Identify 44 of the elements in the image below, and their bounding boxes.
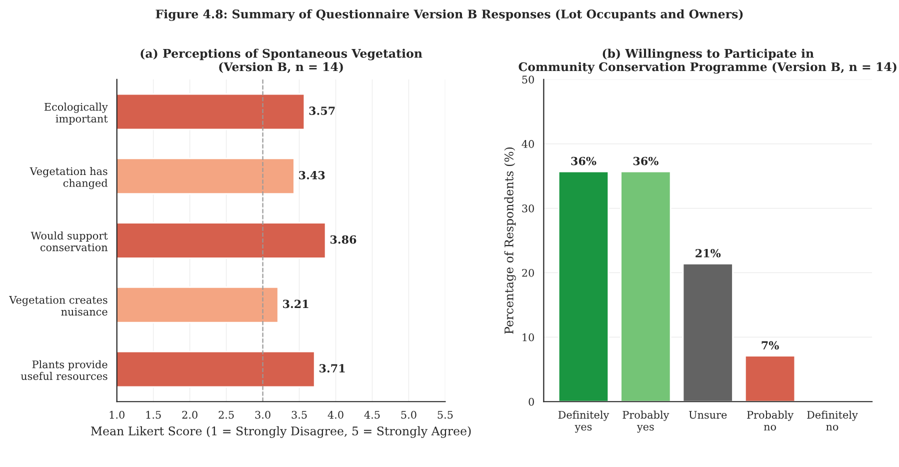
- y-tick-label: Ecologically important: [44, 102, 108, 125]
- data-label: 3.43: [299, 170, 325, 180]
- data-label: 3.57: [309, 106, 335, 115]
- x-tick-label: Definitely yes: [558, 410, 610, 433]
- bar: [682, 263, 734, 402]
- y-tick-label: 0: [528, 398, 534, 406]
- x-tick-label: 2.5: [218, 410, 234, 419]
- data-label: 7%: [762, 341, 779, 350]
- bar: [620, 170, 672, 402]
- chart-title: (b) Willingness to Participate in Community Conservation Programme (Version B, n = 14): [518, 48, 896, 74]
- y-tick-label: Plants provide useful resources: [20, 360, 108, 380]
- y-tick-label: 40: [522, 140, 534, 148]
- y-tick-label: 30: [522, 204, 534, 212]
- data-label: 36%: [633, 156, 658, 166]
- x-tick-label: 2.0: [182, 410, 198, 419]
- bar: [744, 355, 796, 402]
- x-tick-label: Probably no: [747, 410, 794, 431]
- data-label: 21%: [696, 248, 721, 258]
- x-axis-title: Mean Likert Score (1 = Strongly Disagree, 5 = Strongly Agree): [91, 426, 471, 438]
- x-tick-label: 5.0: [401, 410, 416, 419]
- data-label: 3.86: [330, 235, 356, 244]
- y-tick-label: 10: [522, 333, 534, 342]
- x-tick-label: 1.5: [146, 410, 161, 419]
- x-tick-label: Definitely no: [807, 410, 858, 431]
- y-tick-label: Vegetation creates nuisance: [9, 296, 108, 316]
- x-tick-label: 4.5: [364, 410, 380, 419]
- chart-title: (a) Perceptions of Spontaneous Vegetation (Version B, n = 14): [140, 48, 422, 74]
- x-tick-label: 1.0: [110, 410, 124, 419]
- data-label: 3.71: [320, 364, 345, 372]
- bar: [558, 170, 610, 402]
- y-tick-label: 50: [522, 76, 534, 84]
- x-tick-label: Probably yes: [622, 410, 670, 433]
- x-tick-label: 3.5: [292, 410, 307, 419]
- data-label: 3.21: [283, 300, 308, 308]
- x-tick-label: Unsure: [689, 410, 727, 419]
- y-axis-title: Percentage of Respondents (%): [504, 147, 516, 334]
- y-tick-label: Vegetation has changed: [30, 167, 108, 190]
- data-label: 36%: [571, 156, 596, 166]
- caption: Figure 4.8: Summary of Questionnaire Version B Responses (Lot Occupants and Owners): [156, 9, 743, 21]
- y-tick-label: 20: [522, 268, 534, 277]
- x-tick-label: 4.0: [328, 410, 344, 419]
- y-tick-label: Would support conservation: [30, 232, 108, 252]
- x-tick-label: 5.5: [438, 410, 453, 419]
- x-tick-label: 3.0: [255, 410, 270, 419]
